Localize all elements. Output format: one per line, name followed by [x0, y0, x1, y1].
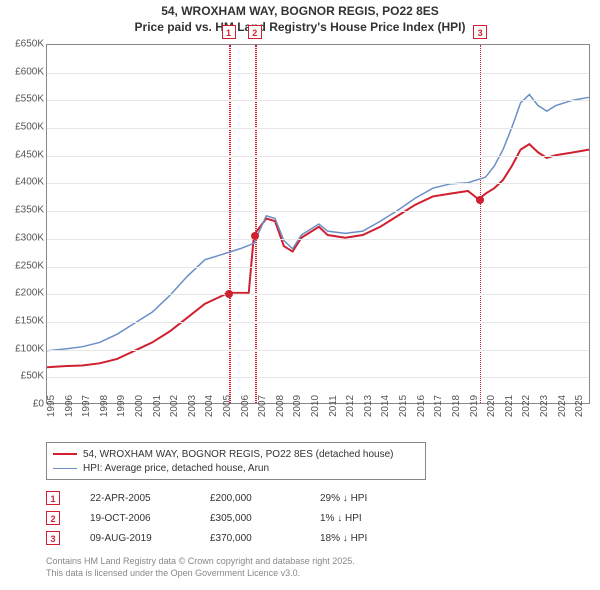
legend-label: HPI: Average price, detached house, Arun: [83, 463, 269, 474]
sale-row-diff: 29% ↓ HPI: [320, 493, 410, 504]
xtick-label: 2004: [204, 395, 215, 417]
gridline: [47, 128, 589, 129]
xtick-label: 2008: [275, 395, 286, 417]
sale-row: 3 09-AUG-2019 £370,000 18% ↓ HPI: [46, 528, 410, 548]
xtick-label: 2005: [222, 395, 233, 417]
ytick-label: £300K: [15, 232, 44, 243]
ytick-label: £50K: [21, 371, 44, 382]
sales-table: 1 22-APR-2005 £200,000 29% ↓ HPI 2 19-OCT-200…: [46, 488, 410, 548]
chart-title: 54, WROXHAM WAY, BOGNOR REGIS, PO22 8ES …: [0, 0, 600, 35]
xtick-label: 2014: [380, 395, 391, 417]
xtick-label: 2016: [416, 395, 427, 417]
xtick-label: 2017: [433, 395, 444, 417]
sale-row-badge: 2: [46, 511, 60, 525]
ytick-label: £250K: [15, 260, 44, 271]
sale-row-badge: 3: [46, 531, 60, 545]
ytick-label: £600K: [15, 66, 44, 77]
xtick-label: 2003: [187, 395, 198, 417]
footer-attribution: Contains HM Land Registry data © Crown c…: [46, 556, 355, 579]
ytick-label: £350K: [15, 205, 44, 216]
gridline: [47, 183, 589, 184]
xtick-label: 2023: [539, 395, 550, 417]
footer-line2: This data is licensed under the Open Gov…: [46, 568, 355, 580]
sale-point-dot: [225, 290, 233, 298]
legend-row: HPI: Average price, detached house, Arun: [53, 461, 419, 475]
title-line1: 54, WROXHAM WAY, BOGNOR REGIS, PO22 8ES: [0, 4, 600, 20]
ytick-label: £550K: [15, 94, 44, 105]
xtick-label: 2021: [504, 395, 515, 417]
gridline: [47, 100, 589, 101]
ytick-label: £400K: [15, 177, 44, 188]
xtick-label: 2009: [292, 395, 303, 417]
legend-row: 54, WROXHAM WAY, BOGNOR REGIS, PO22 8ES …: [53, 447, 419, 461]
xtick-label: 1999: [116, 395, 127, 417]
xtick-label: 2011: [328, 395, 339, 417]
gridline: [47, 322, 589, 323]
xtick-label: 2013: [363, 395, 374, 417]
sale-point-dot: [476, 196, 484, 204]
ytick-label: £450K: [15, 149, 44, 160]
xtick-label: 1998: [99, 395, 110, 417]
legend-swatch: [53, 468, 77, 469]
xtick-label: 2018: [451, 395, 462, 417]
sale-point-dot: [251, 232, 259, 240]
gridline: [47, 294, 589, 295]
xtick-label: 2022: [521, 395, 532, 417]
gridline: [47, 239, 589, 240]
sale-row-price: £200,000: [210, 493, 290, 504]
sale-marker-badge: 2: [248, 25, 262, 39]
xtick-label: 2006: [240, 395, 251, 417]
chart-plot-area: 123: [46, 44, 590, 404]
series-price_paid: [47, 144, 589, 367]
xtick-label: 2024: [557, 395, 568, 417]
xtick-label: 2015: [398, 395, 409, 417]
sale-row-date: 19-OCT-2006: [90, 513, 180, 524]
sale-row-diff: 1% ↓ HPI: [320, 513, 410, 524]
sale-row: 2 19-OCT-2006 £305,000 1% ↓ HPI: [46, 508, 410, 528]
sale-row-price: £370,000: [210, 533, 290, 544]
xtick-label: 2007: [257, 395, 268, 417]
xtick-label: 2019: [469, 395, 480, 417]
sale-row-price: £305,000: [210, 513, 290, 524]
gridline: [47, 267, 589, 268]
gridline: [47, 377, 589, 378]
gridline: [47, 156, 589, 157]
legend-swatch: [53, 453, 77, 455]
xtick-label: 2020: [486, 395, 497, 417]
xtick-label: 2001: [152, 395, 163, 417]
title-line2: Price paid vs. HM Land Registry's House …: [0, 20, 600, 36]
ytick-label: £0: [33, 399, 44, 410]
gridline: [47, 211, 589, 212]
ytick-label: £200K: [15, 288, 44, 299]
gridline: [47, 73, 589, 74]
xtick-label: 2012: [345, 395, 356, 417]
sale-marker-badge: 3: [473, 25, 487, 39]
xtick-label: 1995: [46, 395, 57, 417]
xtick-label: 1997: [81, 395, 92, 417]
xtick-label: 2002: [169, 395, 180, 417]
series-hpi: [47, 95, 589, 351]
legend: 54, WROXHAM WAY, BOGNOR REGIS, PO22 8ES …: [46, 442, 426, 480]
sale-row-diff: 18% ↓ HPI: [320, 533, 410, 544]
legend-label: 54, WROXHAM WAY, BOGNOR REGIS, PO22 8ES …: [83, 449, 393, 460]
xtick-label: 1996: [64, 395, 75, 417]
sale-row: 1 22-APR-2005 £200,000 29% ↓ HPI: [46, 488, 410, 508]
sale-row-badge: 1: [46, 491, 60, 505]
sale-marker-badge: 1: [222, 25, 236, 39]
ytick-label: £100K: [15, 343, 44, 354]
xtick-label: 2000: [134, 395, 145, 417]
sale-row-date: 09-AUG-2019: [90, 533, 180, 544]
footer-line1: Contains HM Land Registry data © Crown c…: [46, 556, 355, 568]
xtick-label: 2010: [310, 395, 321, 417]
xtick-label: 2025: [574, 395, 585, 417]
gridline: [47, 350, 589, 351]
ytick-label: £150K: [15, 315, 44, 326]
sale-row-date: 22-APR-2005: [90, 493, 180, 504]
ytick-label: £650K: [15, 39, 44, 50]
ytick-label: £500K: [15, 122, 44, 133]
